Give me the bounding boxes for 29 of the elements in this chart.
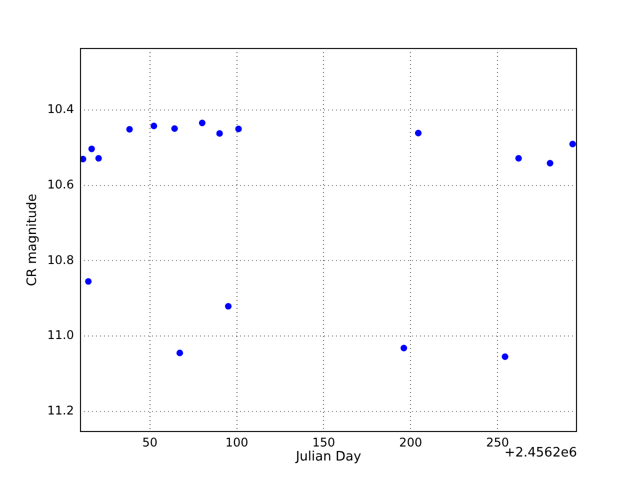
y-tick-label: 10.8: [47, 252, 74, 267]
point: [88, 146, 95, 152]
x-tick-label: 200: [399, 435, 422, 450]
point: [400, 344, 408, 352]
point: [569, 140, 576, 148]
point: [85, 278, 92, 285]
point: [171, 125, 178, 132]
x-tick-label: 100: [225, 435, 248, 450]
point: [216, 130, 223, 137]
point: [126, 126, 133, 133]
y-tick-label: 11.0: [47, 328, 74, 342]
y-axis-title: CR magnitude: [25, 194, 40, 286]
point: [150, 122, 158, 130]
point: [502, 353, 508, 360]
point: [235, 126, 242, 132]
point: [224, 302, 232, 310]
point: [176, 350, 184, 356]
x-axis-title: Julian Day: [294, 450, 362, 465]
y-tick-label: 10.6: [47, 178, 74, 192]
x-tick-label: 150: [312, 435, 336, 450]
point: [198, 120, 206, 126]
y-tick-label: 10.4: [47, 102, 74, 116]
point: [95, 155, 102, 162]
x-tick-label: 50: [142, 435, 158, 450]
point: [546, 160, 554, 166]
point: [515, 155, 522, 162]
point: [414, 130, 422, 136]
x-tick-label: 250: [486, 435, 510, 450]
y-tick-label: 11.2: [47, 403, 74, 418]
